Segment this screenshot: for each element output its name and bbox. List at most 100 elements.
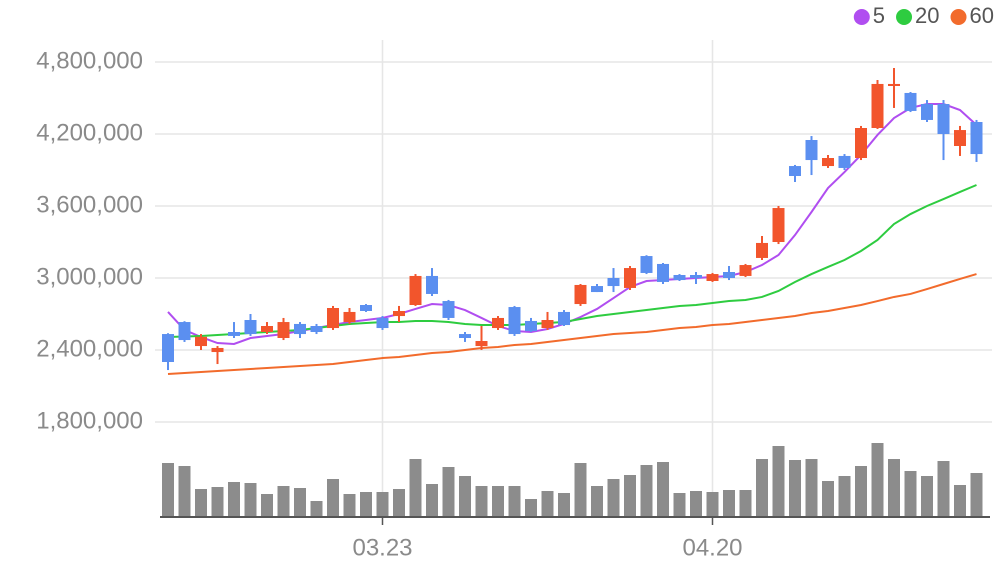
candle-body: [442, 301, 455, 318]
volume-bar: [706, 492, 719, 517]
candle-body: [640, 256, 653, 273]
volume-bar: [442, 467, 455, 517]
candle-body: [657, 263, 669, 282]
legend-label: 60: [970, 3, 994, 28]
candle-body: [954, 130, 966, 146]
volume-bar: [475, 486, 488, 517]
legend-label: 5: [873, 3, 885, 28]
candle-body: [805, 140, 818, 161]
candle-body: [244, 320, 257, 335]
volume-bar: [525, 499, 537, 517]
ma-line: [167, 184, 977, 339]
volume-bar: [805, 459, 818, 517]
candle-body: [772, 208, 785, 242]
volume-bar: [360, 492, 372, 517]
candle-body: [475, 341, 488, 347]
volume-bar: [343, 494, 356, 517]
candle-body: [789, 166, 801, 176]
volume-bar: [657, 462, 669, 517]
candle-body: [393, 311, 405, 317]
candle-body: [360, 305, 372, 311]
candle-body: [970, 122, 983, 155]
x-tick-label: 03.23: [352, 534, 412, 561]
volume-bar: [970, 473, 983, 517]
x-tick-label: 04.20: [682, 534, 742, 561]
volume-bar: [310, 501, 323, 517]
volume-bar: [492, 486, 504, 517]
volume-bar: [162, 463, 174, 517]
volume-bar: [244, 483, 257, 517]
volume-bar: [607, 479, 620, 517]
candle-body: [492, 317, 504, 329]
volume-bar: [937, 461, 950, 517]
candle-body: [228, 332, 240, 336]
volume-bar: [541, 491, 554, 517]
candle-body: [294, 323, 306, 335]
y-tick-label: 2,400,000: [36, 335, 143, 362]
volume-bar: [871, 443, 884, 517]
y-tick-label: 1,800,000: [36, 407, 143, 434]
volume-bar: [327, 479, 339, 517]
y-tick-label: 4,200,000: [36, 119, 143, 146]
candle-body: [739, 265, 752, 276]
volume-bar: [294, 488, 306, 517]
candle-body: [855, 128, 867, 158]
candle-body: [723, 272, 735, 278]
candle-body: [195, 336, 207, 347]
volume-bar: [789, 460, 801, 517]
candle-body: [673, 275, 686, 281]
volume-bar: [855, 466, 867, 517]
volume-bar: [954, 485, 966, 517]
legend-marker: [853, 9, 870, 25]
volume-bar: [277, 486, 290, 517]
candle-body: [525, 320, 537, 332]
candle-body: [607, 278, 620, 287]
legend-marker: [950, 9, 967, 25]
candle-body: [343, 311, 356, 323]
candle-body: [162, 334, 174, 362]
ma-line: [167, 273, 977, 375]
volume-bar: [921, 476, 933, 517]
candle-body: [409, 275, 422, 305]
volume-bar: [211, 487, 224, 517]
candle-body: [558, 311, 570, 326]
volume-bar: [195, 489, 207, 517]
legend: 60 20 5: [853, 3, 994, 28]
volume-bar: [822, 481, 834, 517]
volume-bar: [756, 459, 768, 517]
volume-bar: [640, 465, 653, 517]
volume-bar: [723, 490, 735, 517]
candle-body: [508, 307, 521, 335]
volume-bar: [624, 475, 636, 517]
candle-body: [822, 158, 834, 167]
volume-bar: [508, 486, 521, 517]
y-tick-label: 4,800,000: [36, 47, 143, 74]
volume-bar: [904, 471, 917, 517]
volume-bar: [393, 489, 405, 517]
volume-bar: [690, 491, 702, 517]
volume-bar: [591, 486, 603, 517]
y-tick-label: 3,000,000: [36, 263, 143, 290]
candle-body: [459, 334, 471, 338]
candle-body: [624, 268, 636, 288]
candle-body: [756, 242, 768, 258]
volume-bar: [261, 494, 273, 517]
volume-bar: [739, 490, 752, 517]
candle-body: [690, 275, 702, 278]
candle-body: [426, 275, 438, 294]
volume-bar: [574, 463, 587, 517]
candle-body: [591, 286, 603, 293]
candle-body: [888, 83, 900, 86]
volume-bar: [838, 476, 851, 517]
legend-label: 20: [915, 3, 939, 28]
legend-marker: [896, 9, 913, 25]
volume-bar: [459, 476, 471, 517]
candle-body: [541, 320, 554, 329]
candle-body: [904, 92, 917, 111]
candle-body: [706, 274, 719, 281]
candle-body: [838, 155, 851, 168]
candle-body: [871, 83, 884, 128]
volume-bar: [409, 459, 422, 517]
volume-bar: [673, 493, 686, 517]
